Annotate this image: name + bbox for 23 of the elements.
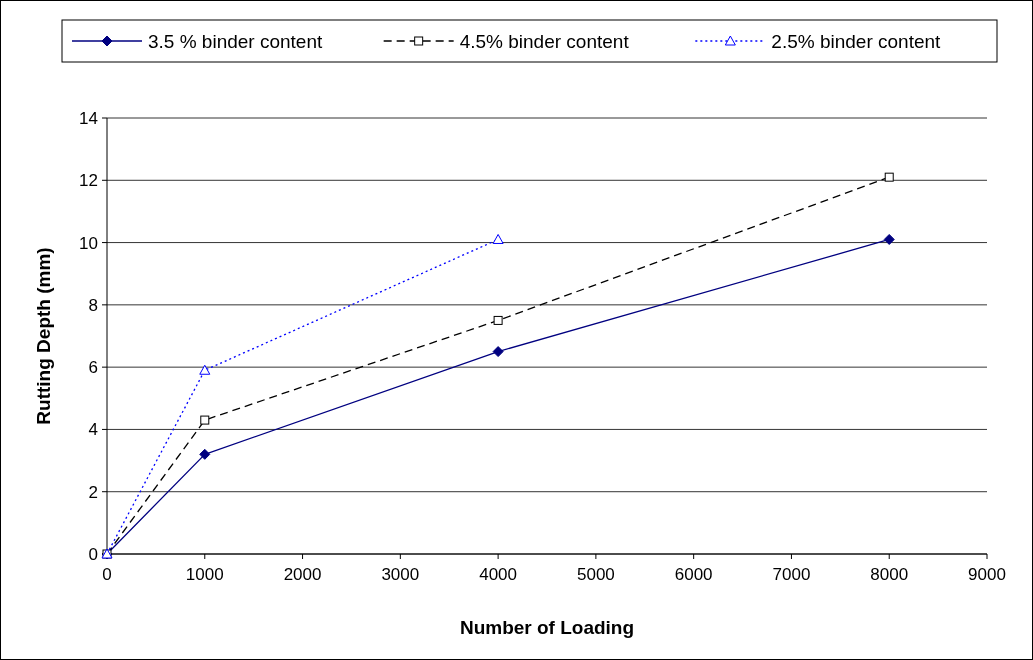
y-tick-label: 12 bbox=[79, 171, 98, 191]
x-tick-label: 8000 bbox=[870, 565, 909, 584]
x-tick-label: 6000 bbox=[674, 565, 713, 584]
x-tick-label: 4000 bbox=[479, 565, 518, 584]
y-tick-label: 8 bbox=[88, 295, 98, 315]
y-tick-label: 0 bbox=[88, 544, 98, 564]
x-tick-label: 1000 bbox=[185, 565, 224, 584]
x-tick-label: 7000 bbox=[772, 565, 811, 584]
y-tick-label: 10 bbox=[79, 233, 98, 253]
x-tick-label: 0 bbox=[102, 565, 112, 584]
x-axis-title: Number of Loading bbox=[459, 617, 635, 638]
y-tick-label: 14 bbox=[79, 108, 98, 128]
y-tick-label: 4 bbox=[88, 420, 98, 440]
x-tick-label: 2000 bbox=[283, 565, 322, 584]
legend-label: 4.5% binder content bbox=[459, 30, 630, 52]
legend-label: 3.5 % binder content bbox=[148, 30, 324, 52]
x-tick-label: 9000 bbox=[968, 565, 1006, 584]
y-tick-label: 6 bbox=[88, 358, 98, 378]
x-tick-label: 3000 bbox=[381, 565, 420, 584]
legend-label: 2.5% binder content bbox=[771, 30, 942, 52]
x-tick-label: 5000 bbox=[576, 565, 615, 584]
y-tick-label: 2 bbox=[88, 482, 98, 502]
y-axis-title: Rutting Depth (mm) bbox=[33, 247, 54, 425]
